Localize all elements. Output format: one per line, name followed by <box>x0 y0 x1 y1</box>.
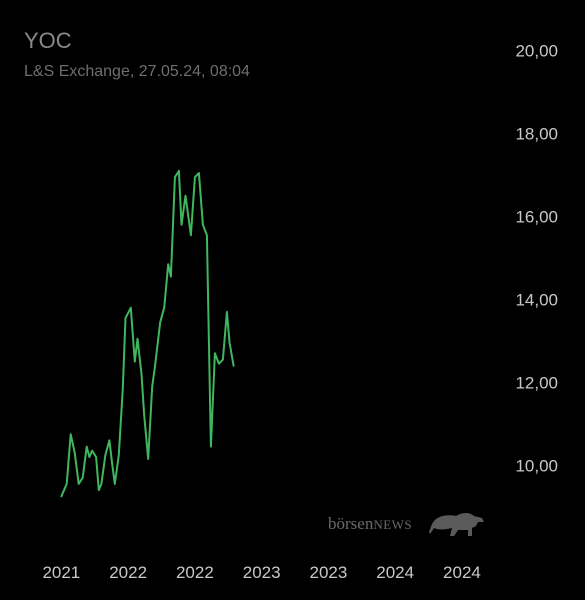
x-tick-label: 2024 <box>443 563 481 582</box>
x-tick-label: 2021 <box>42 563 80 582</box>
watermark-brand-lower: börsen <box>328 514 374 533</box>
x-tick-label: 2022 <box>176 563 214 582</box>
x-tick-label: 2024 <box>376 563 414 582</box>
watermark: börsenNEWS <box>328 514 412 534</box>
x-axis-ticks: 2021 2022 2022 2023 2023 2024 2024 <box>42 563 480 582</box>
y-axis-ticks: 10,00 12,00 14,00 16,00 18,00 20,00 <box>515 42 558 476</box>
y-tick-label: 18,00 <box>515 125 558 144</box>
y-tick-label: 12,00 <box>515 373 558 392</box>
chart-subtitle: L&S Exchange, 27.05.24, 08:04 <box>24 63 250 80</box>
y-tick-label: 20,00 <box>515 42 558 61</box>
price-line <box>60 169 235 498</box>
x-tick-label: 2023 <box>310 563 348 582</box>
watermark-brand-caps: NEWS <box>373 517 413 532</box>
chart-title: YOC <box>24 28 72 53</box>
y-tick-label: 14,00 <box>515 290 558 309</box>
y-tick-label: 16,00 <box>515 208 558 227</box>
x-tick-label: 2023 <box>243 563 281 582</box>
bull-icon <box>429 513 484 536</box>
y-tick-label: 10,00 <box>515 456 558 475</box>
x-tick-label: 2022 <box>109 563 147 582</box>
